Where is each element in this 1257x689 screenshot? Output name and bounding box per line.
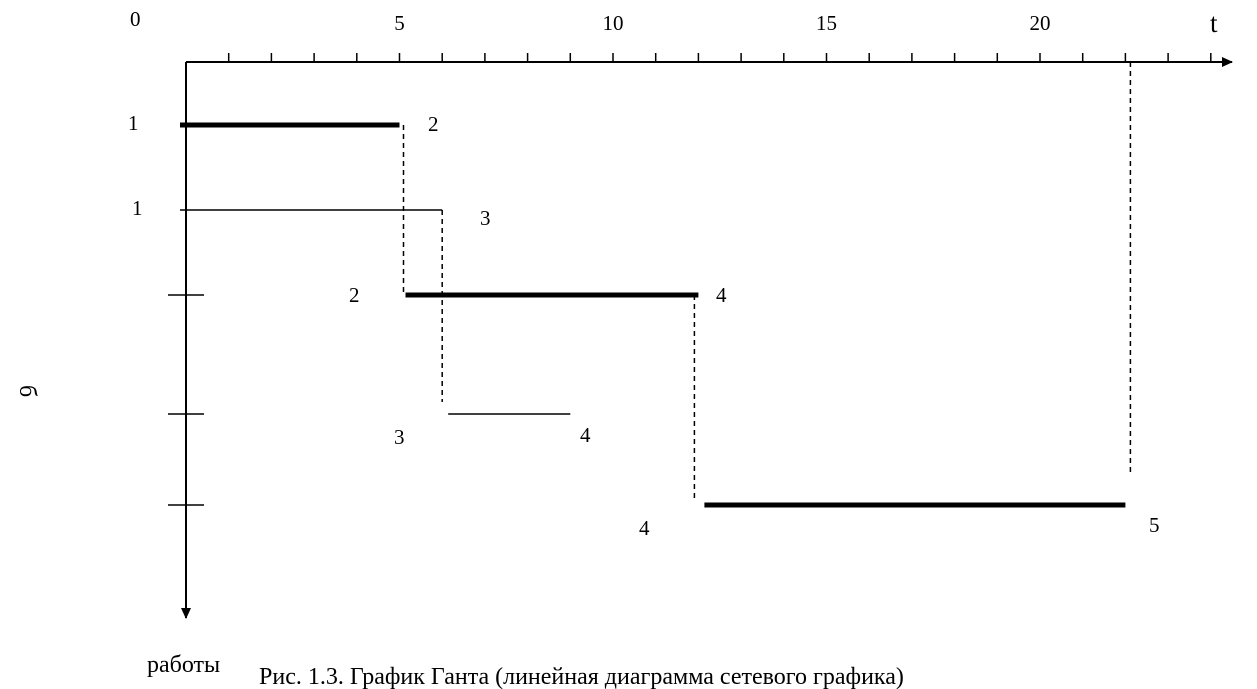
- event-labels: 1 2 1 3 2 4 3 4 4 5: [128, 111, 1160, 540]
- task-start-event: 1: [128, 111, 139, 135]
- task-end-event: 2: [428, 112, 439, 136]
- task-end-event: 4: [580, 423, 591, 447]
- task-end-event: 5: [1149, 513, 1160, 537]
- task-start-event: 4: [639, 516, 650, 540]
- task-start-event: 3: [394, 425, 405, 449]
- tick-label: 5: [394, 11, 405, 35]
- row-marks: [168, 294, 204, 506]
- task-start-event: 1: [132, 196, 143, 220]
- time-axis-label: t: [1210, 8, 1218, 38]
- task-start-event: 2: [349, 283, 360, 307]
- task-end-event: 3: [480, 206, 491, 230]
- tick-label: 15: [816, 11, 837, 35]
- work-axis-label: работы: [147, 652, 220, 678]
- tick-label: 20: [1030, 11, 1051, 35]
- dependency-lines: [402, 62, 1132, 499]
- y-side-mark: б: [14, 385, 40, 397]
- figure-caption: Рис. 1.3. График Ганта (линейная диаграм…: [259, 664, 904, 689]
- origin-label: 0: [130, 7, 141, 31]
- tick-labels: 5 10 15 20: [394, 11, 1050, 35]
- task-end-event: 4: [716, 283, 727, 307]
- tick-label: 10: [603, 11, 624, 35]
- time-axis-ticks: [227, 53, 1212, 62]
- task-bars: [180, 122, 1126, 508]
